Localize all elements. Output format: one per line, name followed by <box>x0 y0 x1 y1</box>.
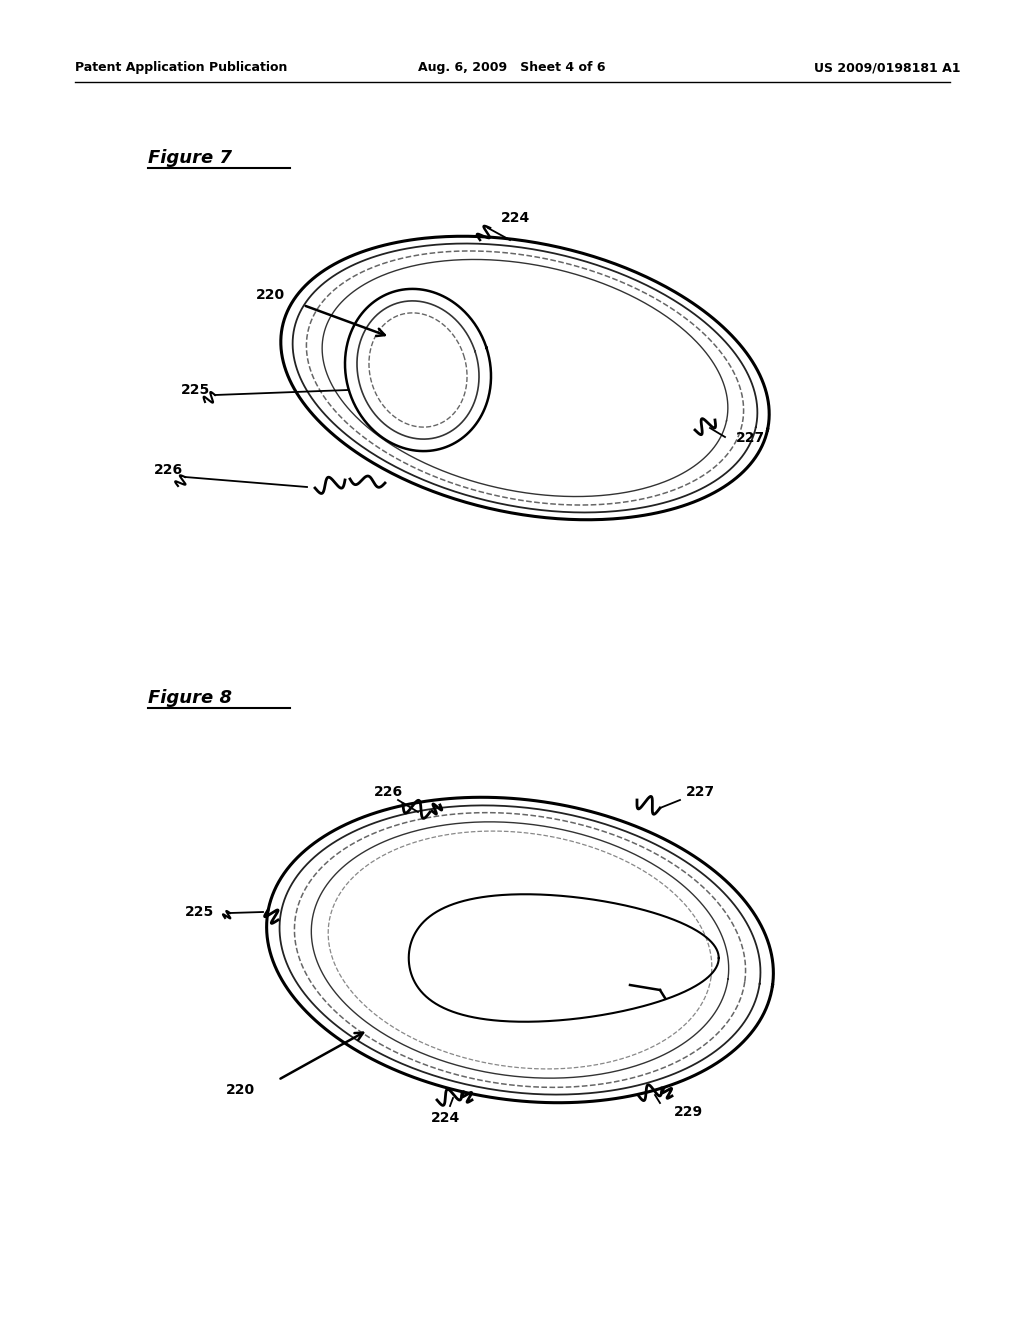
Text: 225: 225 <box>180 383 210 397</box>
Text: 224: 224 <box>501 211 529 224</box>
Text: Figure 7: Figure 7 <box>148 149 232 168</box>
Text: 220: 220 <box>225 1082 255 1097</box>
Text: 224: 224 <box>430 1111 460 1125</box>
Text: Figure 8: Figure 8 <box>148 689 232 708</box>
Text: 220: 220 <box>255 288 285 302</box>
Text: 229: 229 <box>674 1105 702 1119</box>
Text: 227: 227 <box>735 432 765 445</box>
Text: Patent Application Publication: Patent Application Publication <box>75 62 288 74</box>
Text: 226: 226 <box>374 785 402 799</box>
Text: 227: 227 <box>685 785 715 799</box>
Text: US 2009/0198181 A1: US 2009/0198181 A1 <box>813 62 961 74</box>
Text: Aug. 6, 2009   Sheet 4 of 6: Aug. 6, 2009 Sheet 4 of 6 <box>418 62 606 74</box>
Text: 225: 225 <box>185 906 215 919</box>
Text: 226: 226 <box>154 463 182 477</box>
